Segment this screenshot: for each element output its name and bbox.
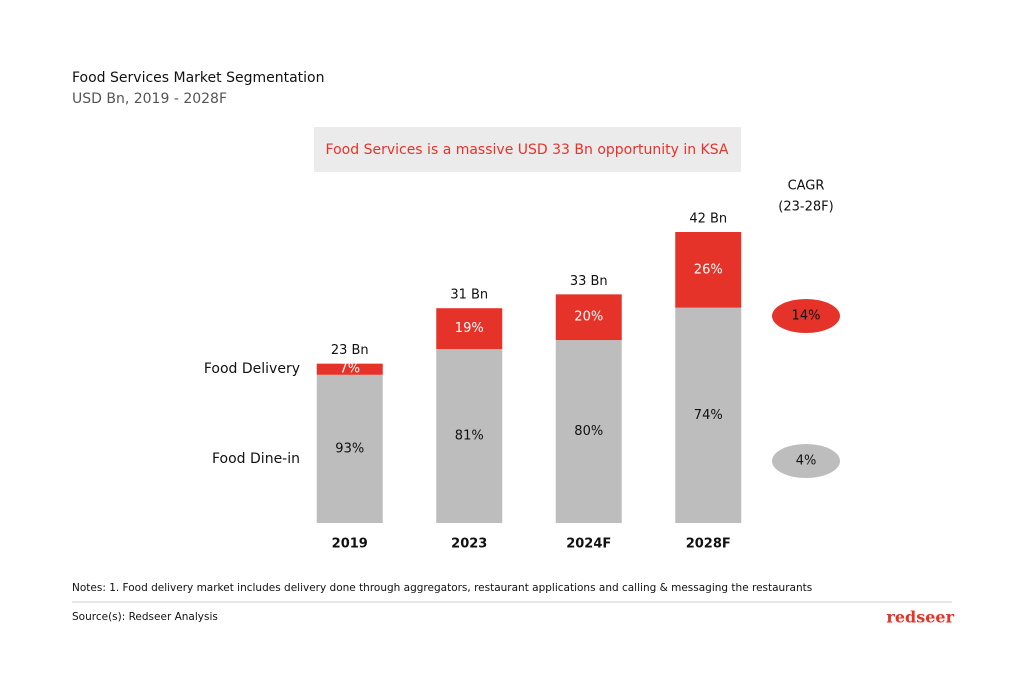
x-tick-label: 2023: [451, 537, 487, 552]
bar-segment: [316, 374, 383, 523]
chart-subtitle: USD Bn, 2019 - 2028F: [72, 91, 227, 107]
brand-logo: redseer: [886, 608, 954, 627]
banner: Food Services is a massive USD 33 Bn opp…: [326, 142, 729, 158]
total-label: 33 Bn: [570, 274, 608, 289]
bar-segment: [436, 308, 503, 350]
chart-title: Food Services Market Segmentation: [72, 70, 324, 86]
cagr-title: (23-28F): [778, 200, 833, 215]
banner-box: [314, 127, 741, 172]
segment-label: 7%: [339, 362, 360, 377]
segment-label: 26%: [694, 262, 723, 277]
bar-segment: [316, 363, 383, 375]
x-tick-label: 2028F: [686, 537, 731, 552]
legend-label: Food Dine-in: [212, 451, 300, 467]
x-tick-label: 2019: [332, 537, 368, 552]
legend-label: Food Delivery: [204, 361, 300, 377]
bar-segment: [555, 340, 622, 523]
segment-label: 80%: [574, 424, 603, 439]
segment-label: 93%: [335, 441, 364, 456]
segment-label: 20%: [574, 310, 603, 325]
cagr-pill: [772, 444, 840, 478]
bar-segment: [436, 349, 503, 523]
cagr-label: 4%: [796, 454, 817, 469]
segment-label: 19%: [455, 321, 484, 336]
segment-label: 74%: [694, 408, 723, 423]
cagr-label: 14%: [792, 309, 821, 324]
total-label: 42 Bn: [689, 212, 727, 227]
total-label: 23 Bn: [331, 343, 369, 358]
cagr-pill: [772, 299, 840, 333]
bar-segment: [675, 232, 742, 308]
cagr-title: CAGR: [788, 179, 825, 194]
total-label: 31 Bn: [450, 288, 488, 303]
bar-segment: [675, 307, 742, 523]
x-tick-label: 2024F: [566, 537, 611, 552]
notes: Notes: 1. Food delivery market includes …: [72, 582, 812, 594]
bar-segment: [555, 294, 622, 341]
source: Source(s): Redseer Analysis: [72, 611, 218, 623]
segment-label: 81%: [455, 429, 484, 444]
